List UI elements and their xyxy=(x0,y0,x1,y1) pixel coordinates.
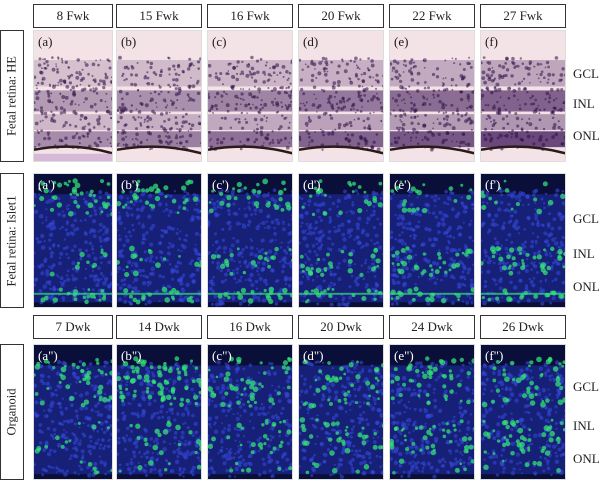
header-20dwk: 20 Dwk xyxy=(298,315,384,339)
org-micrograph-panel: (d") xyxy=(298,344,384,480)
panel-letter-label: (d") xyxy=(303,348,324,363)
he-micrograph-panel: (b) xyxy=(116,30,202,162)
he-micrograph-image xyxy=(481,31,565,161)
org-micrograph-image xyxy=(117,345,201,479)
panel-letter-label: (a") xyxy=(38,348,58,363)
layer-label-onl-org: ONL xyxy=(573,451,600,466)
he-micrograph-panel: (e) xyxy=(389,30,475,162)
islet-micrograph-image xyxy=(34,174,112,307)
panel-letter-label: (d) xyxy=(303,34,319,49)
header-20fwk: 20 Fwk xyxy=(298,4,384,28)
he-micrograph-panel: (d) xyxy=(298,30,384,162)
row-label-he: Fetal retina: HE xyxy=(0,30,24,162)
islet-micrograph-panel: (a') xyxy=(33,173,113,308)
islet-micrograph-image xyxy=(390,174,474,307)
org-micrograph-image xyxy=(390,345,474,479)
panel-letter-label: (d') xyxy=(303,177,321,192)
org-micrograph-image xyxy=(208,345,292,479)
panel-letter-label: (b) xyxy=(121,34,137,49)
row-label-islet1: Fetal retina: Islet1 xyxy=(0,173,24,308)
he-micrograph-panel: (a) xyxy=(33,30,113,162)
org-micrograph-panel: (b") xyxy=(116,344,202,480)
panel-letter-label: (f") xyxy=(485,348,504,363)
he-micrograph-image xyxy=(390,31,474,161)
panel-letter-label: (b") xyxy=(121,348,142,363)
panel-letter-label: (e) xyxy=(394,34,409,49)
org-micrograph-panel: (c") xyxy=(207,344,293,480)
header-26dwk: 26 Dwk xyxy=(480,315,566,339)
panel-letter-label: (b') xyxy=(121,177,139,192)
panel-letter-label: (e') xyxy=(394,177,411,192)
he-micrograph-image xyxy=(299,31,383,161)
header-7dwk: 7 Dwk xyxy=(33,315,113,339)
org-micrograph-panel: (e") xyxy=(389,344,475,480)
islet-micrograph-panel: (c') xyxy=(207,173,293,308)
org-micrograph-image xyxy=(481,345,565,479)
header-14dwk: 14 Dwk xyxy=(116,315,202,339)
header-16fwk: 16 Fwk xyxy=(207,4,293,28)
header-16dwk: 16 Dwk xyxy=(207,315,293,339)
header-22fwk: 22 Fwk xyxy=(389,4,475,28)
row-label-organoid: Organoid xyxy=(0,344,24,480)
layer-label-onl-he: ONL xyxy=(573,128,600,143)
panel-letter-label: (c') xyxy=(212,177,229,192)
he-micrograph-panel: (f) xyxy=(480,30,566,162)
layer-label-onl-islet: ONL xyxy=(573,279,600,294)
he-micrograph-image xyxy=(208,31,292,161)
panel-letter-label: (e") xyxy=(394,348,414,363)
org-micrograph-panel: (f") xyxy=(480,344,566,480)
panel-letter-label: (c) xyxy=(212,34,227,49)
he-micrograph-panel: (c) xyxy=(207,30,293,162)
panel-letter-label: (a) xyxy=(38,34,53,49)
layer-label-gcl-he: GCL xyxy=(573,66,599,81)
panel-letter-label: (c") xyxy=(212,348,232,363)
islet-micrograph-panel: (f') xyxy=(480,173,566,308)
org-micrograph-image xyxy=(299,345,383,479)
layer-label-inl-islet: INL xyxy=(573,246,595,261)
org-micrograph-panel: (a") xyxy=(33,344,113,480)
header-27fwk: 27 Fwk xyxy=(480,4,566,28)
header-15fwk: 15 Fwk xyxy=(116,4,202,28)
he-micrograph-image xyxy=(34,31,112,161)
layer-label-inl-he: INL xyxy=(573,96,595,111)
org-micrograph-image xyxy=(34,345,112,479)
islet-micrograph-image xyxy=(208,174,292,307)
header-8fwk: 8 Fwk xyxy=(33,4,113,28)
panel-letter-label: (f) xyxy=(485,34,498,49)
header-24dwk: 24 Dwk xyxy=(389,315,475,339)
islet-micrograph-image xyxy=(117,174,201,307)
panel-letter-label: (f') xyxy=(485,177,501,192)
panel-letter-label: (a') xyxy=(38,177,55,192)
islet-micrograph-panel: (e') xyxy=(389,173,475,308)
layer-label-gcl-org: GCL xyxy=(573,379,599,394)
islet-micrograph-panel: (d') xyxy=(298,173,384,308)
islet-micrograph-panel: (b') xyxy=(116,173,202,308)
layer-label-inl-org: INL xyxy=(573,418,595,433)
islet-micrograph-image xyxy=(481,174,565,307)
layer-label-gcl-islet: GCL xyxy=(573,211,599,226)
islet-micrograph-image xyxy=(299,174,383,307)
he-micrograph-image xyxy=(117,31,201,161)
